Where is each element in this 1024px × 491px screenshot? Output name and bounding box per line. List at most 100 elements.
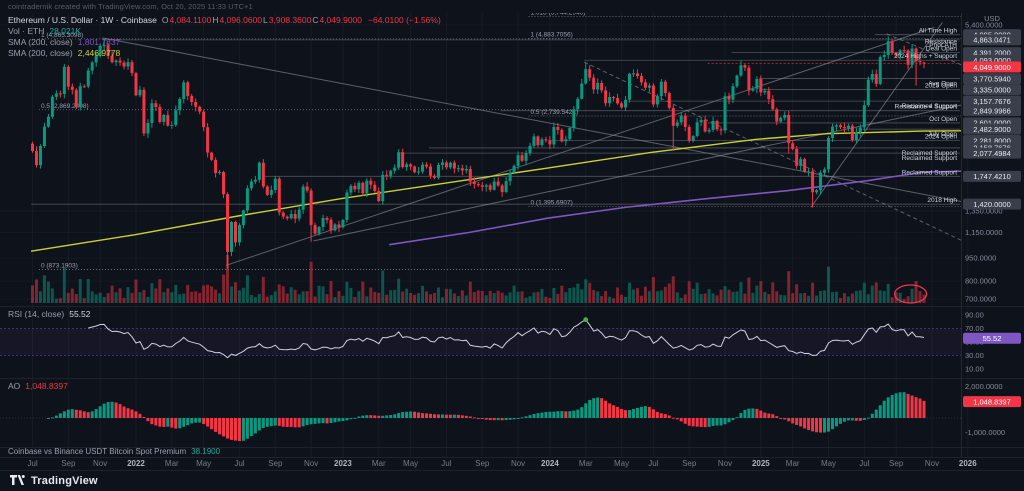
svg-text:2,601.0000: 2,601.0000 [973,119,1011,128]
svg-text:2,000.0000: 2,000.0000 [965,382,1003,391]
svg-text:Jul: Jul [27,459,37,468]
svg-text:1,747.4210: 1,747.4210 [973,172,1011,181]
svg-text:May: May [614,459,629,468]
svg-text:All Time High: All Time High [919,28,958,35]
svg-text:USD: USD [984,14,1000,23]
tradingview-logo-icon[interactable] [10,474,25,488]
svg-text:0.5 (2,739.5421): 0.5 (2,739.5421) [531,109,579,116]
price-levels-layer[interactable] [31,34,960,205]
svg-text:4,391.2000: 4,391.2000 [973,48,1011,57]
svg-text:4,093.0000: 4,093.0000 [973,56,1011,65]
svg-text:1,420.0000: 1,420.0000 [973,200,1011,209]
attribution-text: cointradernik created with TradingView.c… [8,2,253,11]
svg-text:Jul: Jul [859,459,869,468]
svg-text:Jul: Jul [234,459,244,468]
ao-pane[interactable] [0,392,961,442]
svg-text:2026: 2026 [959,459,977,468]
svg-text:Reclaimed Support: Reclaimed Support [902,150,957,157]
svg-text:2022: 2022 [127,459,145,468]
svg-text:May: May [403,459,418,468]
svg-text:Avg Open: Avg Open [928,81,957,88]
footer-bar: TradingView [0,470,1024,491]
svg-text:Sep: Sep [682,459,697,468]
svg-text:5,400.0000: 5,400.0000 [965,20,1003,29]
grid-layer [0,13,969,457]
pane-separators [0,13,1024,458]
svg-text:Mar: Mar [165,459,179,468]
svg-text:2,077.4984: 2,077.4984 [973,149,1011,158]
svg-text:Reclaimed Support: Reclaimed Support [902,103,957,110]
svg-text:Nov: Nov [304,459,318,468]
fib-retracement-layer[interactable]: 1 (4,865.3098) 0.5 (2,869.2008) 0 (873.190… [38,10,978,270]
svg-text:Deal Open: Deal Open [926,46,957,53]
tradingview-wordmark[interactable]: TradingView [31,475,98,487]
svg-text:2024: 2024 [541,459,559,468]
svg-text:1.618 (5,744.2940): 1.618 (5,744.2940) [531,10,586,17]
svg-text:Mar: Mar [579,459,593,468]
volume-histogram [31,255,926,303]
svg-text:May: May [196,459,211,468]
svg-text:3,157.7676: 3,157.7676 [973,97,1011,106]
svg-text:55.52: 55.52 [983,334,1002,343]
svg-text:1,048.8397: 1,048.8397 [973,397,1011,406]
svg-text:1 (4,865.3098): 1 (4,865.3098) [41,32,83,39]
svg-text:Oct Open: Oct Open [929,116,957,123]
svg-text:2,849.9966: 2,849.9966 [973,106,1011,115]
svg-text:2018 High: 2018 High [927,197,957,204]
svg-text:2024 Highs + Support: 2024 Highs + Support [894,53,957,60]
svg-text:3,770.5940: 3,770.5940 [973,74,1011,83]
svg-text:70.00: 70.00 [965,324,984,333]
svg-text:2,482.9000: 2,482.9000 [973,125,1011,134]
svg-text:Resistance: Resistance [925,39,958,46]
rsi-pane[interactable] [0,317,961,359]
svg-text:Nov: Nov [925,459,939,468]
svg-text:Nov: Nov [511,459,525,468]
svg-text:2023: 2023 [334,459,352,468]
svg-text:2025: 2025 [752,459,770,468]
svg-text:1 (4,883.7056): 1 (4,883.7056) [531,31,573,38]
svg-text:Reclaimed Support: Reclaimed Support [902,155,957,162]
svg-text:2,281.8000: 2,281.8000 [973,136,1011,145]
svg-text:0.5 (2,869.2008): 0.5 (2,869.2008) [41,103,89,110]
svg-text:-1,000.0000: -1,000.0000 [965,428,1005,437]
svg-text:Sep: Sep [268,459,283,468]
svg-text:4,049.9000: 4,049.9000 [973,63,1011,72]
svg-text:Sep: Sep [475,459,490,468]
candles-layer [31,36,926,269]
svg-text:Prior ATH: Prior ATH [929,42,957,49]
svg-text:4,863.0471: 4,863.0471 [973,36,1011,45]
svg-text:Mar: Mar [786,459,800,468]
time-axis[interactable]: Jul Sep Nov 2022 Mar May Jul Sep Nov 2023 Mar May Ju… [27,459,977,468]
svg-text:30.00: 30.00 [965,351,984,360]
svg-text:1,150.0000: 1,150.0000 [965,228,1003,237]
svg-text:2025 Open: 2025 Open [925,83,958,90]
rsi-divergence-dot [583,317,589,323]
volume-circle-annotation [893,284,928,304]
svg-text:July Open: July Open [928,131,958,138]
svg-text:Jul: Jul [648,459,658,468]
svg-text:May: May [821,459,836,468]
svg-text:Resistance + Support: Resistance + Support [895,104,958,111]
svg-text:3,335.0000: 3,335.0000 [973,85,1011,94]
svg-text:1,350.0000: 1,350.0000 [965,206,1003,215]
svg-text:Sep: Sep [889,459,904,468]
svg-text:10.00: 10.00 [965,365,984,374]
svg-text:0 (1,395.6907): 0 (1,395.6907) [531,199,573,206]
svg-text:2024 Open: 2024 Open [925,134,958,141]
svg-text:700.0000: 700.0000 [965,295,996,304]
price-chart-canvas[interactable]: 1 (4,865.3098) 0.5 (2,869.2008) 0 (873.190… [0,0,1024,470]
svg-text:90.00: 90.00 [965,310,984,319]
svg-text:Sep: Sep [61,459,76,468]
svg-text:950.0000: 950.0000 [965,254,996,263]
svg-text:Mar: Mar [372,459,386,468]
main-pane[interactable]: 1 (4,865.3098) 0.5 (2,869.2008) 0 (873.190… [30,10,990,304]
svg-text:800.0000: 800.0000 [965,277,996,286]
svg-text:Reclaimed Support: Reclaimed Support [902,169,957,176]
svg-text:Nov: Nov [93,459,107,468]
svg-text:Jul: Jul [441,459,451,468]
svg-text:Nov: Nov [718,459,732,468]
svg-text:0 (873.1903): 0 (873.1903) [41,262,78,269]
